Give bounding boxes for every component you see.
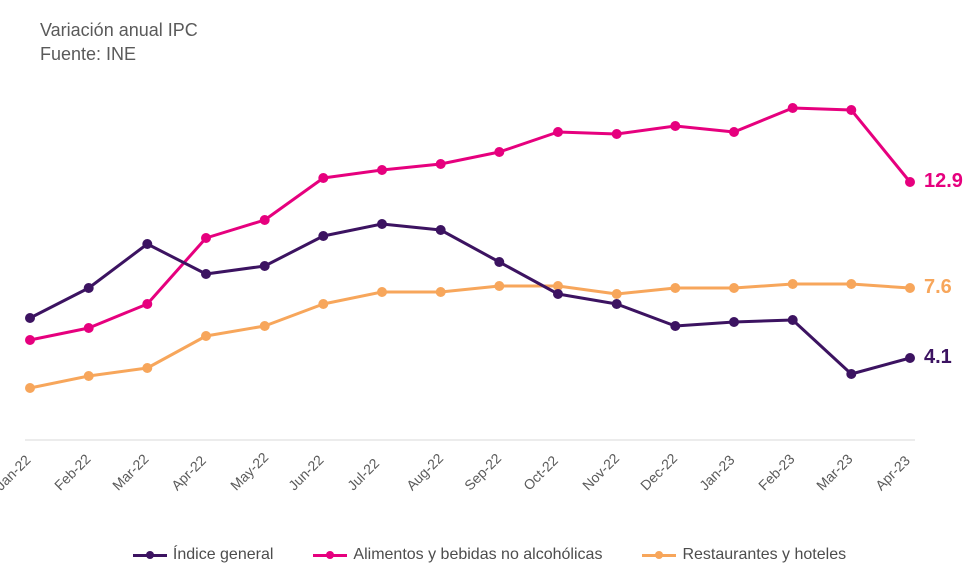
series-marker bbox=[905, 283, 915, 293]
series-marker bbox=[201, 269, 211, 279]
series-marker bbox=[436, 287, 446, 297]
series-marker bbox=[436, 159, 446, 169]
series-marker bbox=[260, 321, 270, 331]
series-marker bbox=[84, 323, 94, 333]
series-marker bbox=[318, 231, 328, 241]
legend: Índice general Alimentos y bebidas no al… bbox=[0, 546, 979, 564]
legend-label: Alimentos y bebidas no alcohólicas bbox=[353, 546, 602, 564]
series-marker bbox=[142, 363, 152, 373]
series-marker bbox=[494, 257, 504, 267]
series-marker bbox=[260, 215, 270, 225]
series-marker bbox=[260, 261, 270, 271]
series-marker bbox=[670, 321, 680, 331]
series-marker bbox=[612, 129, 622, 139]
series-marker bbox=[318, 299, 328, 309]
end-label-restaurantes: 7.6 bbox=[924, 276, 952, 299]
series-marker bbox=[84, 283, 94, 293]
series-marker bbox=[553, 289, 563, 299]
series-marker bbox=[788, 103, 798, 113]
series-marker bbox=[788, 279, 798, 289]
series-marker bbox=[25, 383, 35, 393]
series-marker bbox=[377, 287, 387, 297]
series-line-restaurantes bbox=[30, 284, 910, 388]
legend-label: Restaurantes y hoteles bbox=[682, 546, 846, 564]
series-line-indice-general bbox=[30, 224, 910, 374]
end-label-indice-general: 4.1 bbox=[924, 346, 952, 369]
chart-canvas bbox=[0, 0, 979, 576]
series-line-alimentos bbox=[30, 108, 910, 340]
end-label-alimentos: 12.9 bbox=[924, 170, 963, 193]
series-marker bbox=[377, 219, 387, 229]
series-marker bbox=[729, 317, 739, 327]
legend-label: Índice general bbox=[173, 546, 274, 564]
series-marker bbox=[142, 299, 152, 309]
series-marker bbox=[846, 279, 856, 289]
series-marker bbox=[142, 239, 152, 249]
series-marker bbox=[846, 105, 856, 115]
series-marker bbox=[84, 371, 94, 381]
series-marker bbox=[25, 313, 35, 323]
series-marker bbox=[377, 165, 387, 175]
series-marker bbox=[612, 299, 622, 309]
series-marker bbox=[201, 331, 211, 341]
series-marker bbox=[729, 127, 739, 137]
series-marker bbox=[670, 283, 680, 293]
series-marker bbox=[788, 315, 798, 325]
series-marker bbox=[846, 369, 856, 379]
series-marker bbox=[729, 283, 739, 293]
legend-item-restaurantes: Restaurantes y hoteles bbox=[642, 546, 846, 564]
legend-item-alimentos: Alimentos y bebidas no alcohólicas bbox=[313, 546, 602, 564]
ipc-line-chart: Variación anual IPC Fuente: INE 4.112.97… bbox=[0, 0, 979, 576]
series-marker bbox=[318, 173, 328, 183]
legend-item-indice-general: Índice general bbox=[133, 546, 274, 564]
series-marker bbox=[436, 225, 446, 235]
series-marker bbox=[670, 121, 680, 131]
series-marker bbox=[553, 127, 563, 137]
series-marker bbox=[25, 335, 35, 345]
series-marker bbox=[612, 289, 622, 299]
series-marker bbox=[905, 353, 915, 363]
series-marker bbox=[494, 147, 504, 157]
series-marker bbox=[494, 281, 504, 291]
series-marker bbox=[201, 233, 211, 243]
series-marker bbox=[905, 177, 915, 187]
